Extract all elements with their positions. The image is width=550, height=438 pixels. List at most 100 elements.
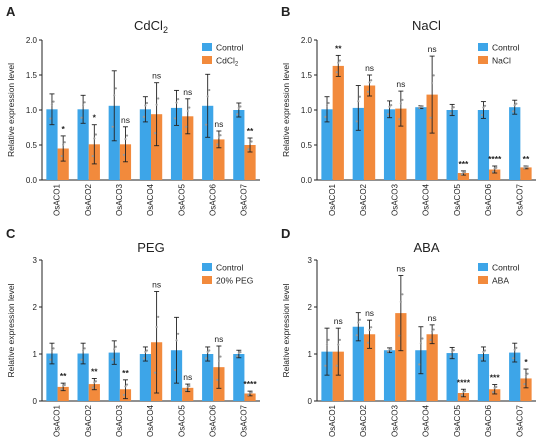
data-point — [432, 328, 435, 331]
data-point — [83, 101, 86, 104]
data-point — [421, 105, 424, 108]
bar-treatment — [426, 94, 438, 180]
data-point — [144, 350, 147, 353]
y-tick-label: 0.5 — [301, 141, 313, 150]
y-axis-label: Relative expression level — [6, 63, 16, 157]
legend: Control ABA — [478, 263, 520, 286]
significance-label: ns — [428, 44, 437, 54]
bar-treatment — [520, 378, 532, 401]
panel-letter: D — [281, 226, 290, 241]
panel-a: A CdCl2 Relative expression level 0.0 0.5 1.0… — [6, 4, 260, 216]
bar-treatment — [88, 384, 100, 401]
bar-treatment — [426, 334, 438, 401]
legend: Control NaCl — [478, 43, 520, 66]
significance-label: * — [93, 113, 97, 123]
y-tick-label: 0 — [308, 397, 313, 406]
bar-treatment — [182, 387, 194, 401]
x-tick-label: OsACO4 — [422, 183, 431, 216]
x-tick-label: OsACO4 — [146, 183, 155, 216]
data-point — [145, 349, 149, 352]
panel-d: D ABA Relative expression level 0 1 2 3 ns OsACO… — [281, 226, 536, 437]
data-point — [239, 105, 242, 108]
significance-label: ns — [214, 334, 223, 344]
y-tick-label: 1.0 — [301, 106, 313, 115]
x-tick-label: OsACO3 — [115, 404, 124, 437]
data-point — [144, 104, 147, 107]
y-tick-label: 3 — [308, 256, 313, 265]
y-tick-label: 2 — [33, 303, 38, 312]
data-point — [480, 113, 483, 117]
data-point — [185, 388, 188, 392]
x-tick-label: OsACO2 — [84, 404, 93, 437]
data-point — [60, 388, 63, 391]
data-point — [175, 101, 178, 104]
data-point — [91, 386, 94, 389]
data-point — [175, 339, 178, 342]
x-tick-label: OsACO1 — [53, 404, 62, 437]
data-point — [324, 364, 327, 367]
bar-treatment — [182, 116, 194, 180]
bar-control — [202, 105, 214, 180]
significance-label: *** — [490, 373, 501, 383]
x-tick-label: OsACO2 — [359, 183, 368, 216]
x-tick-label: OsACO2 — [84, 183, 93, 216]
data-point — [357, 321, 360, 324]
bar-control — [477, 110, 490, 180]
significance-label: **** — [488, 154, 502, 164]
data-point — [206, 95, 209, 98]
data-point — [421, 337, 424, 340]
data-point — [124, 385, 127, 388]
data-point — [366, 90, 370, 93]
data-point — [399, 300, 402, 303]
bar-treatment — [244, 393, 256, 401]
legend-swatch-treatment — [478, 56, 488, 64]
legend-swatch-treatment — [202, 56, 212, 64]
data-point — [482, 106, 485, 109]
legend-label-control: Control — [492, 263, 520, 273]
data-point — [250, 391, 253, 394]
bar-control — [383, 109, 396, 180]
bar-control — [46, 109, 58, 180]
significance-label: ns — [365, 63, 374, 73]
data-point — [390, 104, 393, 107]
bar-control — [233, 354, 245, 401]
chart-title: CdCl2 — [134, 18, 168, 35]
data-point — [206, 350, 209, 353]
data-point — [449, 355, 452, 358]
data-point — [153, 371, 157, 374]
legend-swatch-treatment — [478, 276, 488, 284]
data-point — [125, 134, 129, 137]
bar-control — [477, 354, 490, 401]
y-tick-label: 0.0 — [301, 176, 313, 185]
data-point — [113, 94, 116, 97]
x-tick-label: OsACO1 — [328, 183, 337, 216]
data-point — [337, 343, 340, 346]
data-point — [93, 381, 96, 384]
data-point — [460, 394, 463, 397]
bar-control — [509, 352, 521, 401]
data-point — [449, 112, 452, 115]
data-point — [327, 338, 330, 341]
data-point — [122, 153, 125, 156]
data-point — [236, 113, 239, 116]
panel-c: C PEG Relative expression level 0 1 2 3 ** OsACO… — [6, 226, 260, 437]
data-point — [217, 135, 220, 138]
data-point — [247, 148, 250, 151]
data-point — [419, 342, 422, 345]
data-point — [495, 385, 498, 388]
data-point — [463, 390, 467, 393]
data-point — [155, 103, 158, 106]
data-point — [94, 380, 98, 383]
data-point — [523, 382, 526, 386]
bar-treatment — [395, 108, 407, 180]
data-point — [492, 390, 495, 394]
x-tick-label: OsACO6 — [208, 404, 217, 437]
y-axis-label: Relative expression level — [281, 283, 291, 377]
significance-label: ** — [122, 368, 129, 378]
significance-label: ** — [523, 154, 530, 164]
x-tick-label: OsACO4 — [422, 404, 431, 437]
bar-control — [108, 105, 120, 180]
data-point — [216, 143, 219, 146]
data-point — [325, 343, 329, 346]
data-point — [204, 357, 208, 360]
